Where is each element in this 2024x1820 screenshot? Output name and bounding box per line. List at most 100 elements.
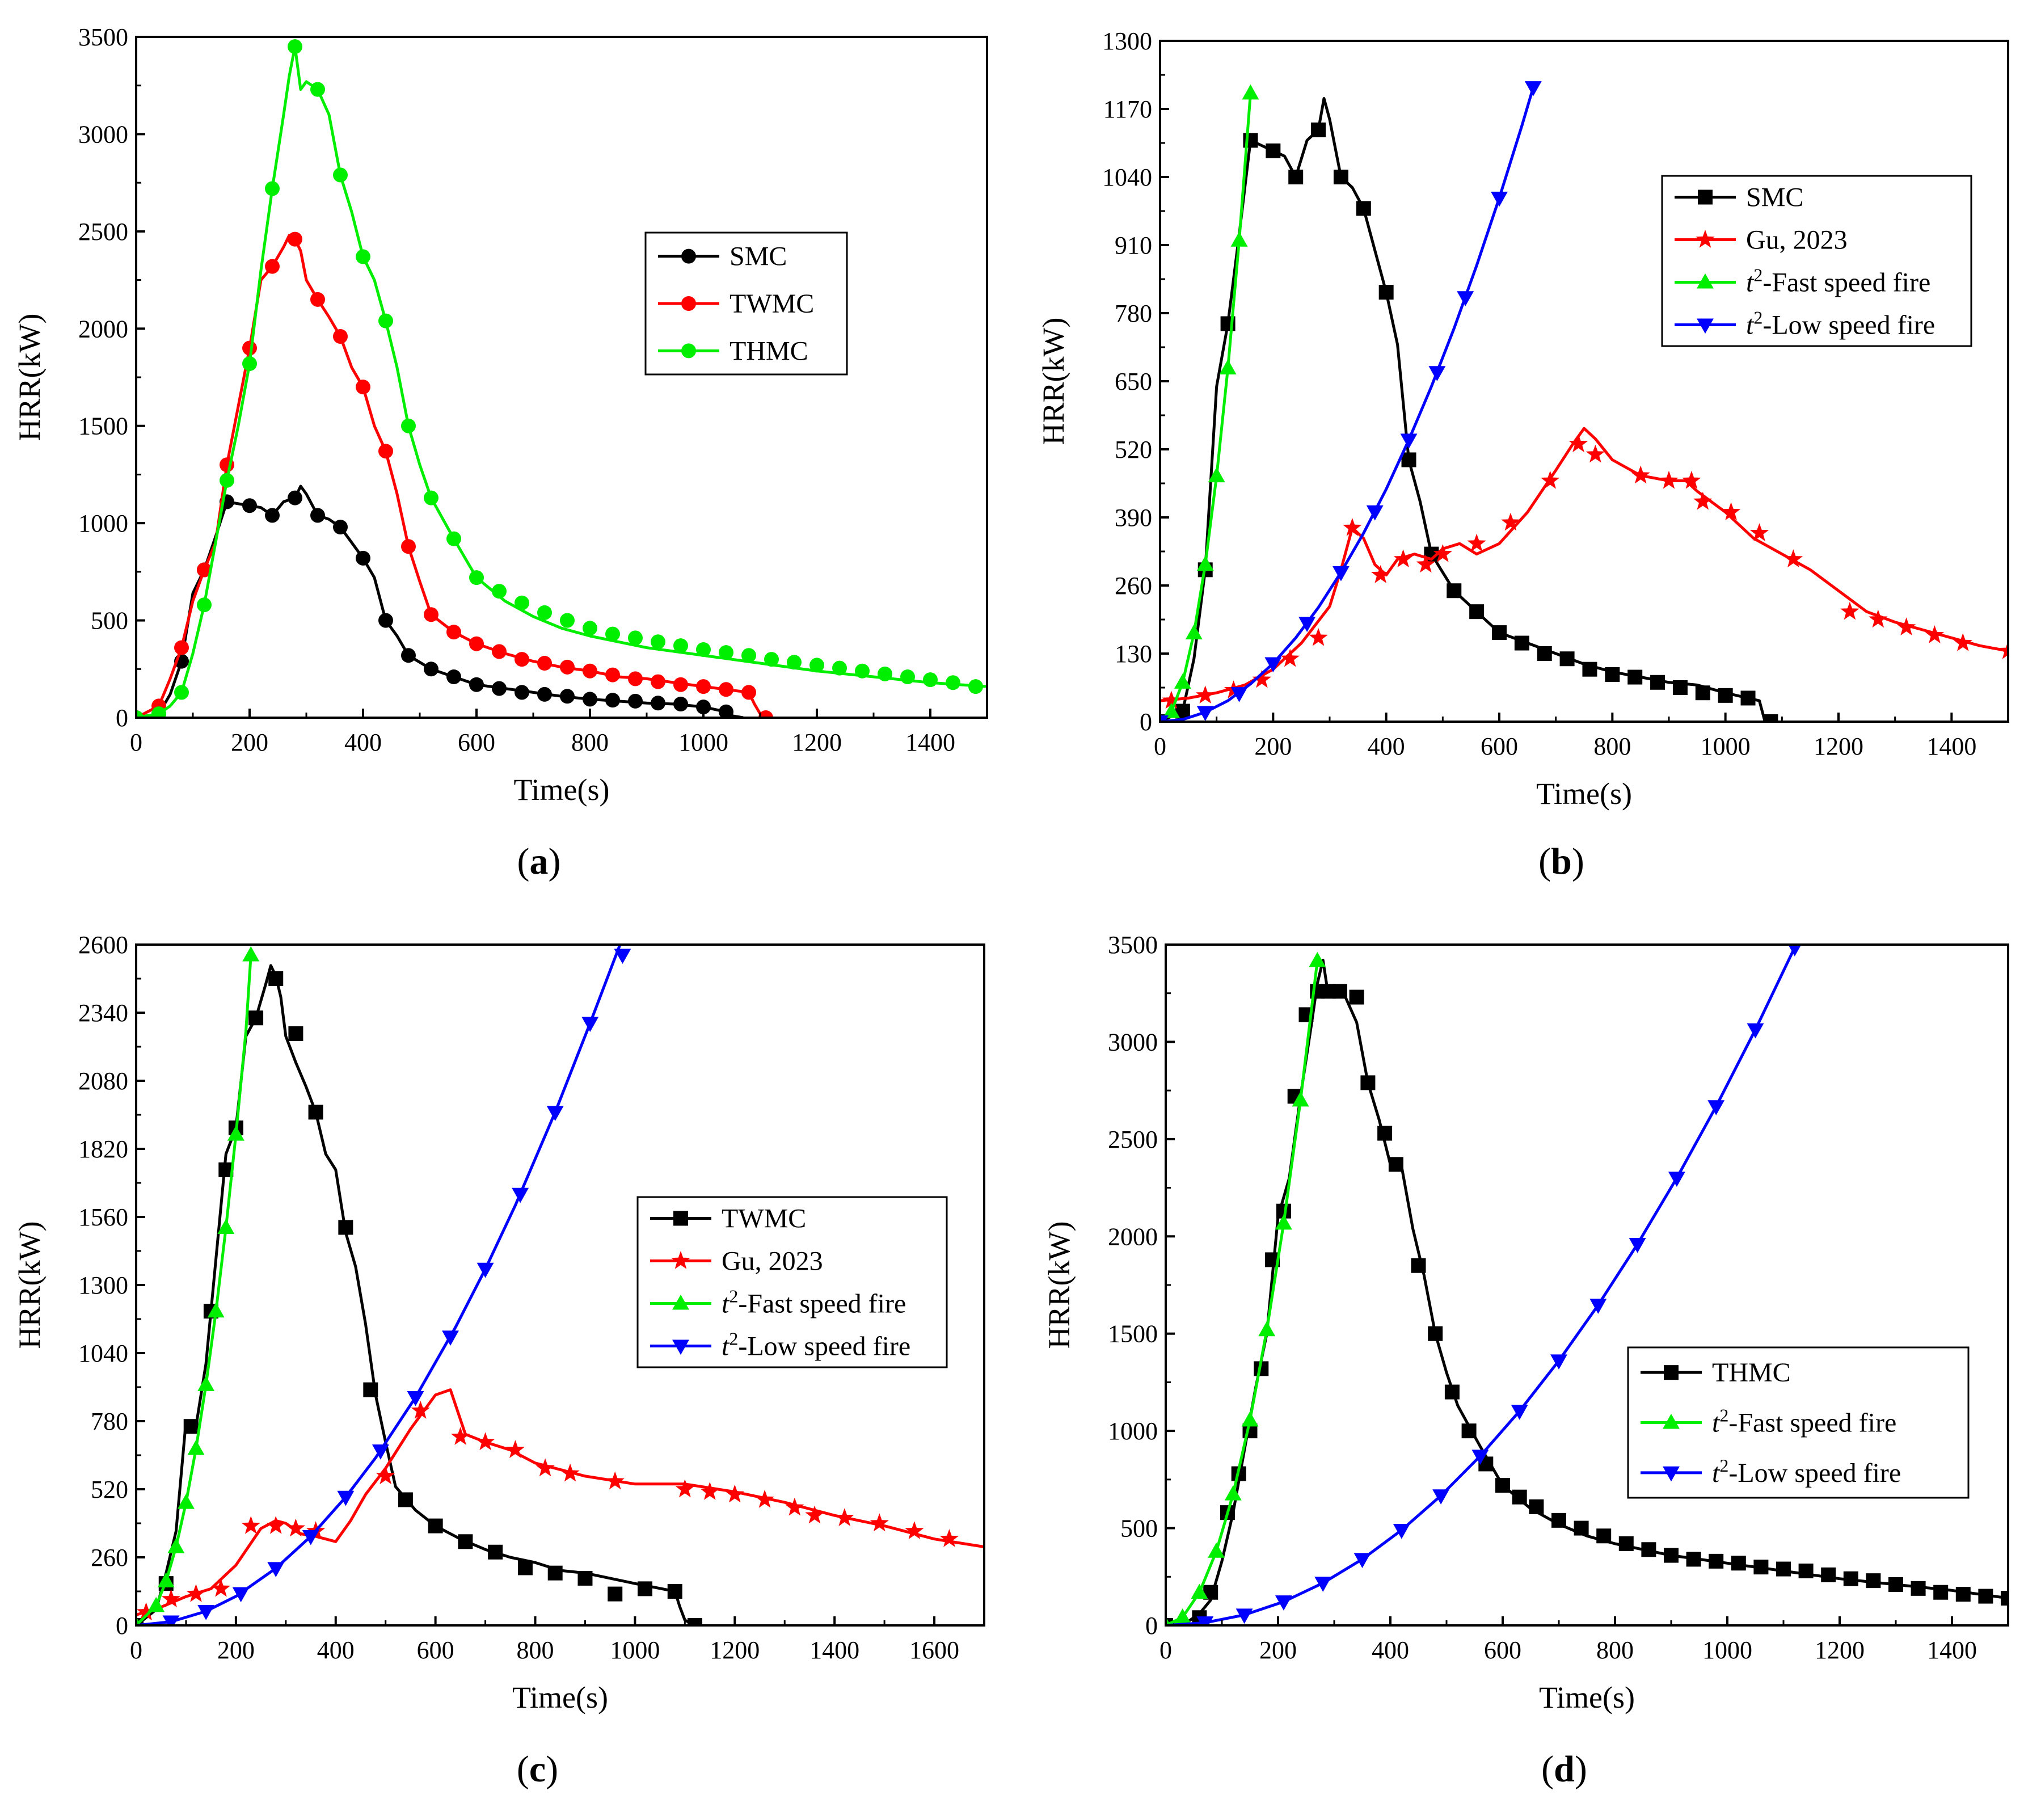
data-point xyxy=(1551,1513,1566,1528)
data-point xyxy=(1393,1523,1410,1539)
y-tick-label: 520 xyxy=(1115,436,1152,464)
data-point xyxy=(1196,1616,1214,1625)
data-point xyxy=(1659,470,1679,489)
legend-marker xyxy=(1663,1413,1680,1429)
series-line xyxy=(1160,427,2008,702)
data-point xyxy=(1371,565,1390,583)
legend: SMC TWMC THMC xyxy=(644,231,848,376)
data-point xyxy=(378,444,393,459)
data-point xyxy=(900,669,915,684)
y-tick-label: 3500 xyxy=(1108,931,1158,959)
y-tick-label: 780 xyxy=(91,1408,128,1435)
x-tick-label: 1200 xyxy=(792,728,842,756)
data-point xyxy=(356,380,370,395)
data-point xyxy=(581,1017,599,1033)
x-tick-label: 1200 xyxy=(710,1636,760,1664)
data-point xyxy=(1162,702,1180,718)
data-point xyxy=(1288,170,1304,184)
data-point xyxy=(1953,633,1972,651)
data-point xyxy=(1682,470,1701,489)
data-point xyxy=(286,1518,306,1537)
data-point xyxy=(1224,1485,1242,1501)
data-point xyxy=(1821,1567,1836,1582)
data-point xyxy=(515,652,529,667)
legend-marker xyxy=(672,1339,689,1355)
x-axis-label: Time(s) xyxy=(512,1680,608,1714)
data-point xyxy=(1252,669,1272,688)
data-point xyxy=(515,595,529,610)
data-point xyxy=(1162,690,1181,709)
data-point xyxy=(1978,1589,1993,1604)
data-point xyxy=(1618,1536,1634,1551)
data-point xyxy=(267,1562,285,1577)
data-point xyxy=(673,638,688,654)
y-tick-label: 1300 xyxy=(1102,27,1152,55)
data-point xyxy=(376,1466,395,1485)
x-tick-label: 1000 xyxy=(1702,1636,1752,1664)
legend-label: Gu, 2023 xyxy=(1746,225,1848,255)
y-tick-label: 1560 xyxy=(78,1203,128,1231)
data-point xyxy=(492,681,507,696)
data-point xyxy=(1332,566,1350,582)
data-point xyxy=(560,659,575,675)
data-point xyxy=(1925,625,1945,643)
chart-panel-b: 0 200 400 600 800 1000 1200 1400 0 130 260 390 520 65… xyxy=(1036,27,2009,882)
data-point xyxy=(1332,984,1347,999)
data-point xyxy=(870,1513,889,1532)
series-line xyxy=(1166,947,1797,1625)
data-point xyxy=(207,1302,225,1318)
x-tick-label: 1000 xyxy=(678,728,728,756)
data-point xyxy=(1672,680,1688,695)
data-point xyxy=(505,1440,525,1458)
data-point xyxy=(1160,715,1169,722)
data-point xyxy=(1314,1577,1332,1592)
data-point xyxy=(1955,1587,1971,1602)
y-tick-label: 2000 xyxy=(78,315,128,343)
data-point xyxy=(242,946,260,962)
data-point xyxy=(310,508,325,523)
legend-label: t2-Fast speed fire xyxy=(1712,1405,1896,1438)
data-point xyxy=(923,672,938,688)
panel-label: (a) xyxy=(517,841,561,882)
data-point xyxy=(372,1444,389,1460)
x-tick-label: 1200 xyxy=(1814,732,1863,760)
data-point xyxy=(1377,1126,1393,1141)
data-point xyxy=(428,1518,443,1533)
data-point xyxy=(333,167,348,183)
data-point xyxy=(537,656,552,671)
data-point xyxy=(186,1584,206,1602)
y-tick-label: 1300 xyxy=(78,1271,128,1299)
data-point xyxy=(1428,1326,1443,1341)
data-point xyxy=(1731,1556,1746,1571)
y-tick-label: 3500 xyxy=(78,23,128,51)
data-point xyxy=(211,1578,231,1597)
data-point xyxy=(583,692,597,707)
legend-label: THMC xyxy=(730,336,808,366)
legend-label: t2-Fast speed fire xyxy=(1746,265,1930,298)
data-point xyxy=(265,508,280,523)
y-tick-label: 1500 xyxy=(78,412,128,440)
data-point xyxy=(363,1382,378,1397)
y-tick-label: 130 xyxy=(1115,640,1152,668)
data-point xyxy=(1788,945,1802,957)
data-point xyxy=(161,1589,181,1607)
series-a-1 xyxy=(136,231,773,718)
data-point xyxy=(719,704,733,718)
data-point xyxy=(785,1497,804,1516)
data-point xyxy=(1400,433,1418,449)
x-tick-label: 1400 xyxy=(809,1636,859,1664)
data-point xyxy=(407,1391,424,1406)
data-point xyxy=(1196,685,1215,703)
y-tick-label: 0 xyxy=(1140,708,1152,736)
y-tick-label: 0 xyxy=(1145,1612,1158,1640)
data-point xyxy=(1241,1411,1259,1427)
series-c-3 xyxy=(136,945,631,1625)
x-axis-label: Time(s) xyxy=(513,773,609,807)
legend-label: SMC xyxy=(730,242,787,272)
data-point xyxy=(583,663,597,679)
data-point xyxy=(1668,1172,1685,1187)
data-point xyxy=(183,1419,199,1434)
data-point xyxy=(608,1586,623,1602)
data-point xyxy=(1740,690,1756,706)
legend-label: t2-Low speed fire xyxy=(722,1329,910,1362)
